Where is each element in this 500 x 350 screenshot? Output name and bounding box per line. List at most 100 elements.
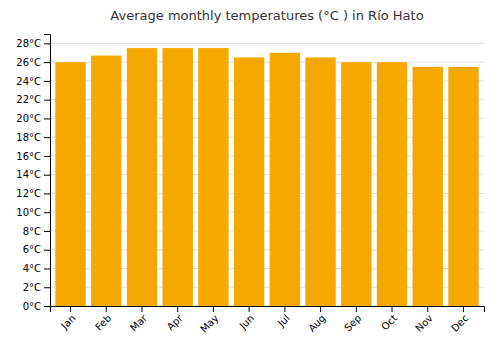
- x-tick: Oct: [379, 306, 399, 332]
- y-tick-mark: [44, 268, 50, 269]
- bar: [198, 48, 228, 306]
- y-tick-label: 0°C: [23, 301, 41, 312]
- y-tick: 26°C: [16, 57, 50, 68]
- x-tick-mark: [249, 306, 250, 312]
- x-tick-mark: [427, 306, 428, 312]
- y-tick-label: 18°C: [16, 132, 41, 143]
- x-tick: Aug: [306, 306, 328, 334]
- y-tick: 4°C: [23, 263, 50, 274]
- y-tick-label: 22°C: [16, 94, 41, 105]
- bar: [127, 48, 157, 306]
- y-tick: 24°C: [16, 76, 50, 87]
- bar: [270, 53, 300, 306]
- y-tick-mark: [44, 212, 50, 213]
- y-tick-mark: [44, 193, 50, 194]
- y-tick: 12°C: [16, 188, 50, 199]
- bar: [55, 62, 85, 306]
- x-tick-mark: [356, 306, 357, 312]
- x-tick: Sep: [342, 306, 363, 333]
- bar: [234, 57, 264, 306]
- title: Average monthly temperatures (°C ) in Rí…: [110, 8, 423, 23]
- y-tick-mark: [44, 175, 50, 176]
- x-tick-label: Mar: [128, 312, 150, 334]
- y-tick-mark: [44, 306, 50, 307]
- x-tick-mark: [106, 306, 107, 312]
- bar: [448, 67, 478, 306]
- x-tick-mark: [213, 306, 214, 312]
- x-tick-label: Jul: [275, 312, 292, 329]
- x-tick-label: May: [198, 312, 220, 334]
- bar: [305, 57, 335, 306]
- y-tick: 16°C: [16, 151, 50, 162]
- x-tick: Dec: [449, 306, 470, 334]
- y-tick-label: 12°C: [16, 188, 41, 199]
- y-tick: 18°C: [16, 132, 50, 143]
- y-tick-label: 28°C: [16, 38, 41, 49]
- plot: 0°C 2°C 4°C 6°C 8°C 10°C 12°C 14°C 16°C 18°C 20°C 2…: [16, 35, 484, 335]
- y-tick: 28°C: [16, 38, 50, 49]
- x-tick: Feb: [93, 306, 113, 333]
- bar: [413, 67, 443, 306]
- chart: 0°C 2°C 4°C 6°C 8°C 10°C 12°C 14°C 16°C 18°C 20°C 2…: [0, 0, 500, 350]
- x-tick-label: Oct: [379, 312, 399, 332]
- x-tick: Jan: [58, 306, 77, 332]
- x-tick: Nov: [413, 306, 435, 334]
- y-tick-label: 4°C: [23, 263, 41, 274]
- y-tick-mark: [44, 231, 50, 232]
- x-tick-mark: [320, 306, 321, 312]
- y-tick-label: 16°C: [16, 151, 41, 162]
- y-tick-mark: [44, 156, 50, 157]
- y-tick: 6°C: [23, 244, 50, 255]
- y-tick-label: 14°C: [16, 169, 41, 180]
- y-axis: 0°C 2°C 4°C 6°C 8°C 10°C 12°C 14°C 16°C 18°C 20°C 2…: [16, 35, 50, 312]
- y-tick-mark: [44, 43, 50, 44]
- y-tick-mark: [44, 118, 50, 119]
- x-tick-mark: [70, 306, 71, 312]
- x-tick-mark: [463, 306, 464, 312]
- y-tick: 22°C: [16, 94, 50, 105]
- x-tick: Apr: [165, 306, 186, 332]
- y-tick-mark: [44, 81, 50, 82]
- x-tick-label: Feb: [93, 312, 113, 332]
- y-tick-mark: [44, 62, 50, 63]
- y-tick: 20°C: [16, 113, 50, 124]
- y-tick: 10°C: [16, 207, 50, 218]
- y-tick-mark: [44, 250, 50, 251]
- bar: [377, 62, 407, 306]
- bars: [55, 48, 478, 306]
- bar: [341, 62, 371, 306]
- y-tick-label: 6°C: [23, 244, 41, 255]
- x-tick-label: Aug: [306, 312, 328, 334]
- y-tick: 2°C: [23, 282, 50, 293]
- bar: [163, 48, 193, 306]
- y-tick-label: 24°C: [16, 76, 41, 87]
- x-tick: Jun: [237, 306, 257, 332]
- x-tick-mark: [284, 306, 285, 312]
- y-tick-label: 10°C: [16, 207, 41, 218]
- x-tick-label: Sep: [342, 312, 363, 333]
- y-tick-label: 8°C: [23, 226, 41, 237]
- y-tick-mark: [44, 100, 50, 101]
- y-tick-label: 26°C: [16, 57, 41, 68]
- x-tick: May: [198, 306, 220, 335]
- y-tick-mark: [44, 287, 50, 288]
- x-tick-label: Jun: [237, 312, 257, 332]
- x-tick-mark: [392, 306, 393, 312]
- x-tick-mark: [141, 306, 142, 312]
- y-tick-label: 20°C: [16, 113, 41, 124]
- x-tick-mark: [177, 306, 178, 312]
- x-tick-label: Dec: [449, 312, 470, 333]
- y-tick: 0°C: [23, 301, 50, 312]
- bar: [91, 56, 121, 306]
- x-axis-line: [51, 307, 485, 313]
- x-tick: Jul: [275, 306, 292, 329]
- y-tick: 14°C: [16, 169, 50, 180]
- y-tick-mark: [44, 137, 50, 138]
- x-tick-label: Apr: [165, 312, 186, 333]
- y-tick-label: 2°C: [23, 282, 41, 293]
- x-tick-label: Nov: [413, 312, 435, 334]
- x-tick: Mar: [128, 306, 150, 333]
- x-tick-label: Jan: [58, 312, 77, 331]
- y-tick: 8°C: [23, 226, 50, 237]
- y-axis-line: [44, 35, 51, 307]
